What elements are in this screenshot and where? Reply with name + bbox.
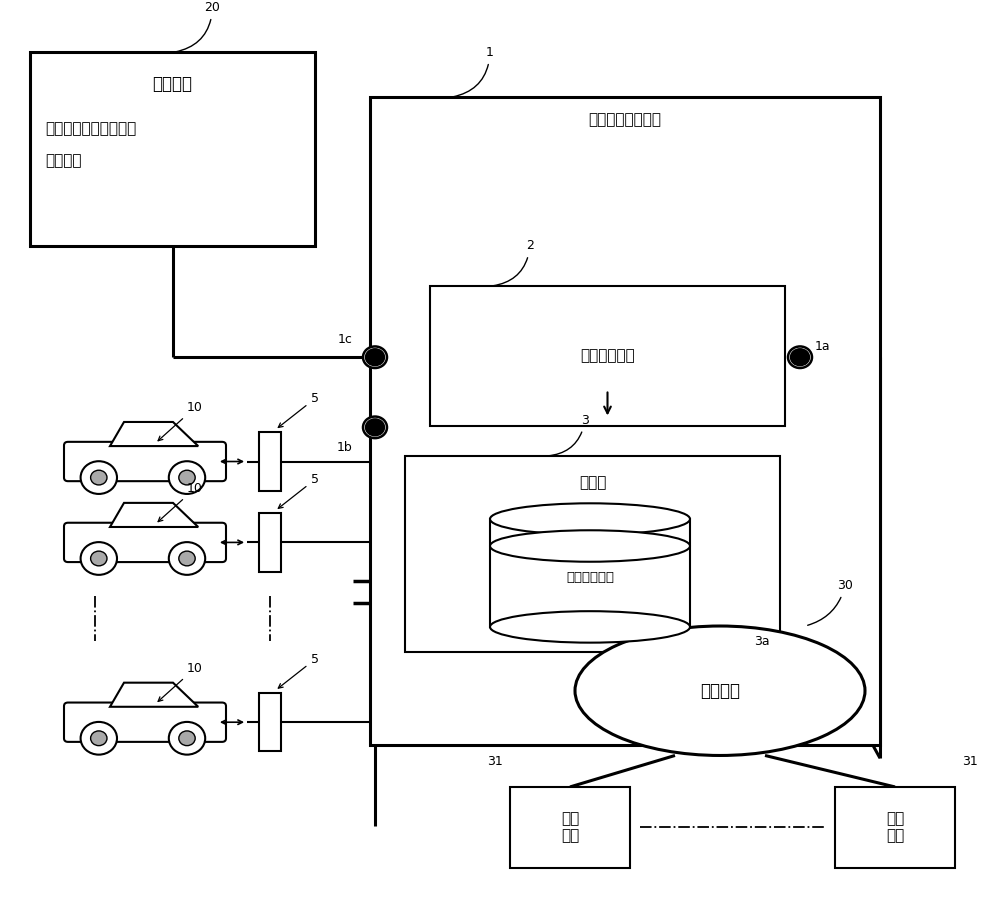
Text: 10: 10 <box>158 662 203 702</box>
Circle shape <box>365 419 385 437</box>
Polygon shape <box>110 422 198 446</box>
Circle shape <box>91 731 107 746</box>
Text: 电力传输设备: 电力传输设备 <box>580 348 635 364</box>
Bar <box>30 52 315 245</box>
Circle shape <box>169 542 205 575</box>
Circle shape <box>169 461 205 494</box>
Ellipse shape <box>575 626 865 756</box>
Ellipse shape <box>490 612 690 642</box>
Text: 控制部: 控制部 <box>579 475 606 491</box>
Text: 电力系统: 电力系统 <box>700 682 740 700</box>
Circle shape <box>363 417 387 438</box>
Bar <box>259 513 281 572</box>
Circle shape <box>179 731 195 746</box>
Text: 31: 31 <box>962 755 978 769</box>
Bar <box>370 97 880 745</box>
Text: 风力、太阳能、火力、: 风力、太阳能、火力、 <box>45 122 136 136</box>
Text: 5: 5 <box>278 653 319 688</box>
Circle shape <box>363 346 387 368</box>
Circle shape <box>81 461 117 494</box>
FancyBboxPatch shape <box>64 703 226 741</box>
Text: 原子能等: 原子能等 <box>45 152 82 168</box>
Text: 受电
设备: 受电 设备 <box>561 811 579 843</box>
Circle shape <box>179 551 195 566</box>
Text: 1b: 1b <box>337 440 353 454</box>
Circle shape <box>81 542 117 575</box>
Text: 受电
设备: 受电 设备 <box>886 811 904 843</box>
Bar <box>510 787 630 868</box>
Bar <box>490 519 690 627</box>
Text: 3: 3 <box>548 414 589 456</box>
Text: 电力传输管理装置: 电力传输管理装置 <box>588 113 662 127</box>
FancyBboxPatch shape <box>64 442 226 481</box>
Bar <box>259 432 281 491</box>
Text: 5: 5 <box>278 392 319 428</box>
Circle shape <box>179 470 195 485</box>
Circle shape <box>169 722 205 755</box>
Bar <box>405 456 780 652</box>
Text: 20: 20 <box>175 1 220 52</box>
Circle shape <box>365 348 385 366</box>
Ellipse shape <box>490 503 690 535</box>
Circle shape <box>788 346 812 368</box>
Circle shape <box>91 551 107 566</box>
Circle shape <box>81 722 117 755</box>
Text: 10: 10 <box>158 401 203 441</box>
Text: 1a: 1a <box>814 340 830 353</box>
Text: 3a: 3a <box>754 635 770 648</box>
Bar <box>430 286 785 426</box>
Text: 2: 2 <box>493 239 534 286</box>
Bar <box>835 787 955 868</box>
FancyBboxPatch shape <box>64 523 226 562</box>
Text: 1: 1 <box>453 46 494 97</box>
Bar <box>259 693 281 751</box>
Circle shape <box>91 470 107 485</box>
Polygon shape <box>110 503 198 527</box>
Circle shape <box>790 348 810 366</box>
Text: 30: 30 <box>808 579 853 625</box>
Polygon shape <box>110 683 198 707</box>
Ellipse shape <box>490 530 690 562</box>
Text: 31: 31 <box>487 755 503 769</box>
Text: 5: 5 <box>278 473 319 509</box>
Text: 发电设备: 发电设备 <box>152 75 192 93</box>
Text: 10: 10 <box>158 482 203 521</box>
Text: 1c: 1c <box>338 333 352 345</box>
Text: 车辆种类信息: 车辆种类信息 <box>566 571 614 584</box>
